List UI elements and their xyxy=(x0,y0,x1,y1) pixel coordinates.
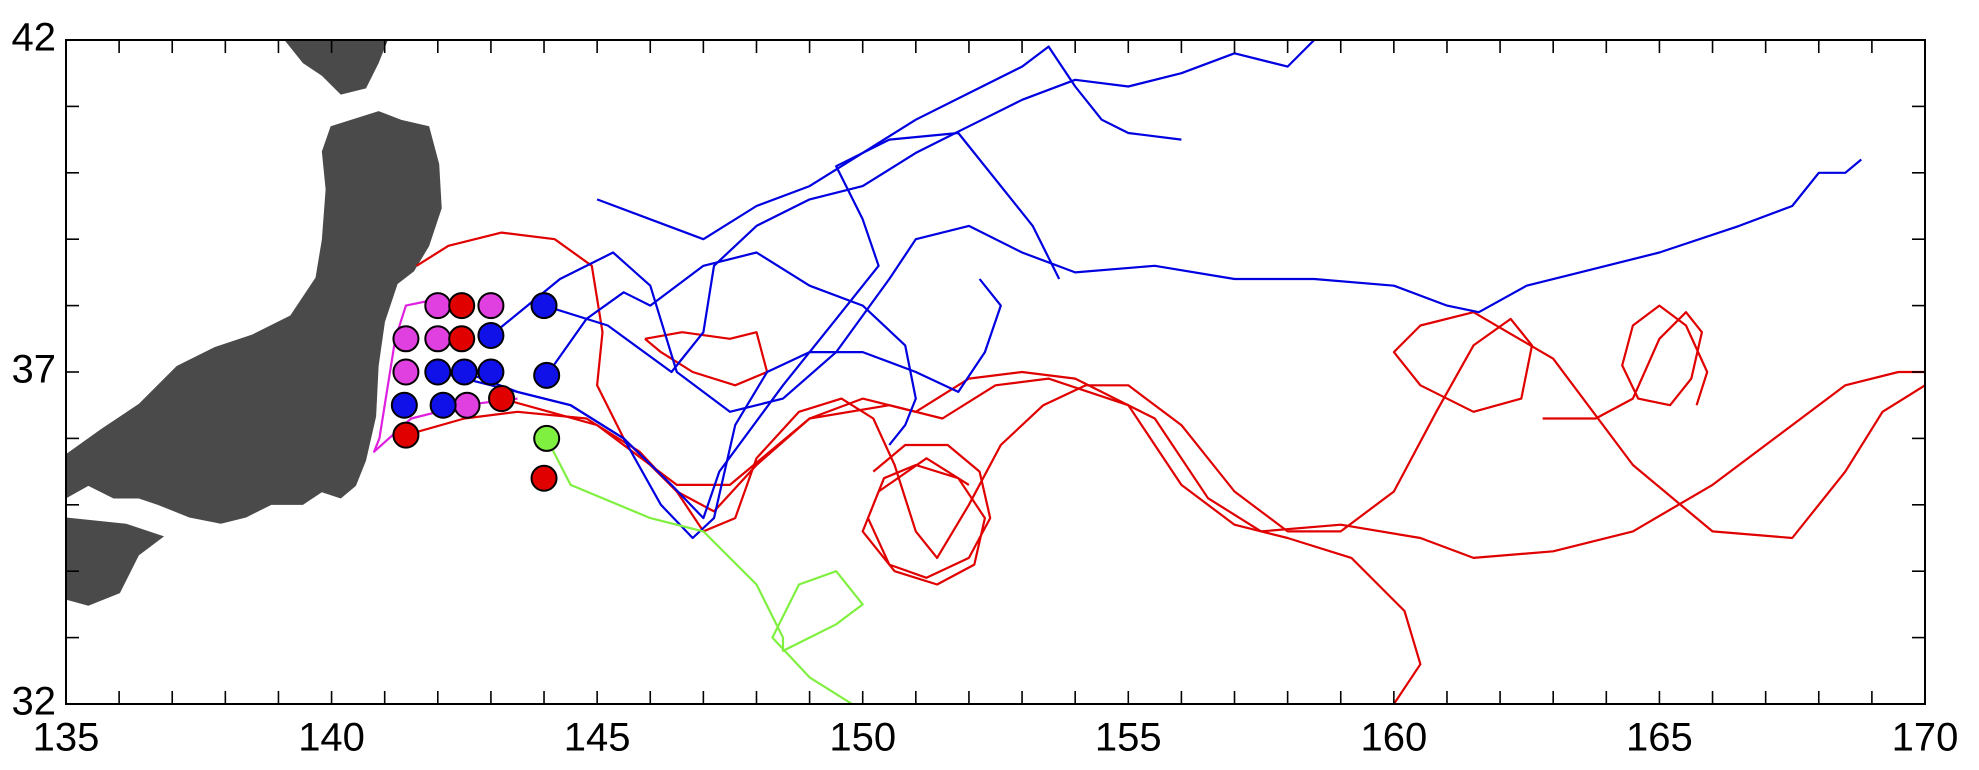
drifter-track xyxy=(416,231,1925,559)
x-tick-label: 150 xyxy=(829,716,896,760)
tracks xyxy=(373,40,1925,704)
deployment-marker xyxy=(530,292,558,320)
deployment-marker xyxy=(450,358,478,386)
drifter-track xyxy=(596,45,1182,241)
deployment-marker xyxy=(448,325,476,353)
drifter-track xyxy=(1542,304,1709,420)
deployment-marker xyxy=(424,292,452,320)
deployment-marker xyxy=(392,421,420,449)
y-tick-label: 42 xyxy=(12,16,57,60)
kyushu xyxy=(66,517,165,606)
deployment-marker xyxy=(392,325,420,353)
drifter-track xyxy=(545,437,864,704)
land xyxy=(66,40,442,606)
deployment-marker xyxy=(477,292,505,320)
drifter-track xyxy=(545,251,917,446)
drifter-track xyxy=(405,311,1925,559)
x-tick-label: 160 xyxy=(1360,716,1427,760)
x-tick-label: 140 xyxy=(298,716,365,760)
x-tick-label: 170 xyxy=(1892,716,1959,760)
drifter-track xyxy=(543,40,1315,374)
deployment-marker xyxy=(533,361,561,389)
deployment-marker xyxy=(390,391,418,419)
deployment-marker xyxy=(424,358,452,386)
x-tick-label: 145 xyxy=(564,716,631,760)
honshu xyxy=(66,111,442,524)
hokkaido xyxy=(284,40,388,95)
y-tick-label: 32 xyxy=(12,680,57,724)
drifter-track xyxy=(437,131,1061,520)
deployment-marker xyxy=(533,424,561,452)
deployment-marker xyxy=(424,325,452,353)
x-tick-label: 135 xyxy=(33,716,100,760)
drifter-track xyxy=(501,377,1422,704)
deployment-marker xyxy=(488,385,516,413)
drifter-track xyxy=(644,331,769,387)
deployment-marker xyxy=(429,391,457,419)
deployment-marker xyxy=(530,464,558,492)
x-tick-label: 165 xyxy=(1626,716,1693,760)
x-tick-label: 155 xyxy=(1095,716,1162,760)
drifter-track xyxy=(861,443,992,586)
drifter-track xyxy=(490,158,1863,413)
deployment-marker xyxy=(453,391,481,419)
deployment-marker xyxy=(477,321,505,349)
deployment-marker xyxy=(477,358,505,386)
y-tick-label: 37 xyxy=(12,348,57,392)
deployment-marker xyxy=(448,292,476,320)
deployment-marker xyxy=(392,358,420,386)
